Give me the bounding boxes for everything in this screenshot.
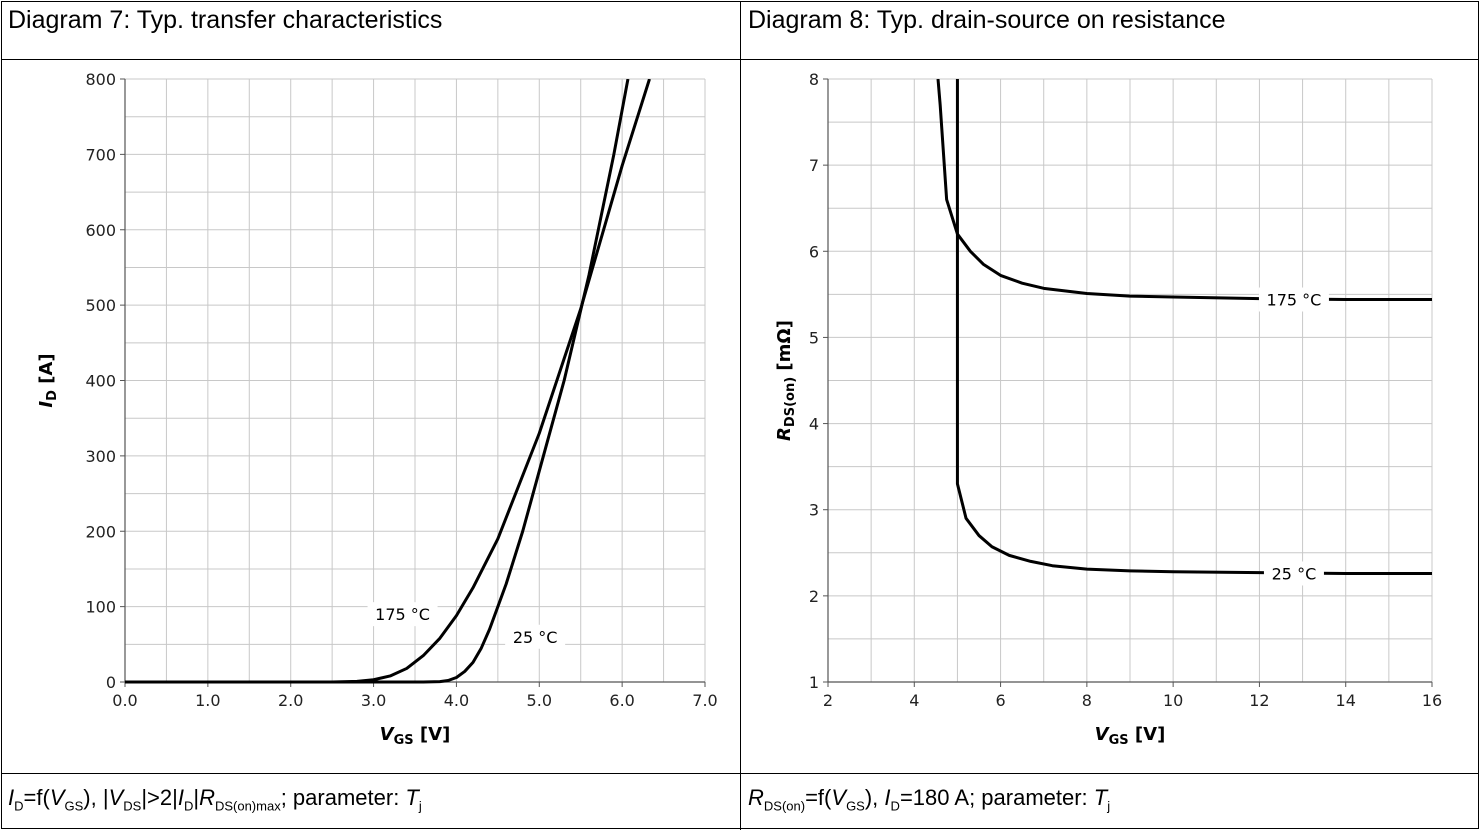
x-tick-label: 1.0 [195,691,220,710]
caption-row-divider [1,773,1479,774]
caption-part: R [199,785,215,810]
y-tick-label: 800 [85,70,116,89]
x-tick-label: 4.0 [444,691,469,710]
caption-part: j [1107,798,1111,814]
caption-part: T [1093,785,1108,810]
curve-label: 175 °C [375,605,430,624]
y-tick-label: 300 [85,447,116,466]
x-tick-label: 10 [1163,691,1183,710]
y-tick-label: 4 [809,415,819,434]
caption-part: GS [846,798,865,814]
y-tick-label: 5 [809,328,819,347]
diagram-7-caption: ID=f(VGS), |VDS|>2|ID|RDS(on)max; parame… [8,785,422,813]
caption-part: DS [123,798,142,814]
caption-part: I [177,785,184,810]
y-axis-label: RDS(on) [mΩ] [774,320,798,441]
caption-part: | [193,785,200,810]
curve-label: 25 °C [513,628,558,647]
curve-label-bg [1258,287,1329,312]
caption-part: DS(on)max [214,798,281,814]
y-tick-label: 6 [809,242,819,261]
panel-divider [740,1,741,830]
x-tick-label: 14 [1336,691,1356,710]
caption-part: ; parameter: [280,785,406,810]
x-tick-label: 2 [823,691,833,710]
y-tick-label: 600 [85,221,116,240]
caption-part: ), [864,785,885,810]
x-tick-label: 6 [995,691,1005,710]
x-tick-label: 6.0 [609,691,634,710]
grid [827,78,1433,683]
series-line-low-temp [955,79,1432,575]
x-axis-label: VGS [V] [1095,724,1166,748]
caption-part: V [108,785,124,810]
curve-label-bg [1263,561,1324,586]
grid [124,78,706,683]
y-axis-label: ID [A] [36,353,60,407]
caption-part: D [183,798,194,814]
caption-part: =f( [23,785,50,810]
y-tick-label: 2 [809,587,819,606]
caption-part: I [8,785,15,810]
caption-part: I [884,785,891,810]
x-tick-label: 7.0 [692,691,717,710]
y-tick-label: 400 [85,372,116,391]
caption-part: =180 A; parameter: [899,785,1094,810]
y-tick-label: 3 [809,501,819,520]
series-line-low-temp [125,79,630,684]
curve-label: 175 °C [1267,291,1322,310]
curve-label-bg [505,624,566,649]
x-tick-label: 8 [1082,691,1092,710]
diagram-8-caption: RDS(on)=f(VGS), ID=180 A; parameter: Tj [748,785,1110,813]
diagram-7-title: Diagram 7: Typ. transfer characteristics [8,6,443,34]
caption-part: j [418,798,422,814]
transfer-characteristics-chart: 0.0 1.0 2.0 3.0 4.0 5.0 6.0 7.0 0 100 200 300 400 500… [36,70,718,748]
caption-part: T [405,785,419,810]
title-row-divider [1,59,1479,60]
caption-part: V [831,785,847,810]
y-tick-label: 0 [106,673,116,692]
x-tick-label: 12 [1249,691,1269,710]
caption-part: |>2| [141,785,178,810]
x-tick-label: 2.0 [278,691,303,710]
x-tick-label: 4 [909,691,919,710]
curve-label-bg [367,602,438,627]
y-tick-label: 500 [85,296,116,315]
caption-part: R [748,785,764,810]
caption-part: ), | [83,785,109,810]
y-tick-label: 700 [85,145,116,164]
caption-part: DS(on) [763,798,806,814]
caption-part: D [890,798,900,814]
caption-part: V [49,785,65,810]
caption-part: GS [64,798,84,814]
diagram-8-title: Diagram 8: Typ. drain-source on resistan… [748,6,1226,34]
y-tick-label: 100 [85,598,116,617]
caption-part: D [14,798,24,814]
x-axis-label: VGS [V] [380,724,451,748]
x-tick-label: 0.0 [112,691,137,710]
x-tick-label: 5.0 [527,691,552,710]
y-tick-label: 7 [809,156,819,175]
x-tick-label: 16 [1422,691,1442,710]
caption-part: =f( [805,785,832,810]
y-tick-label: 200 [85,522,116,541]
y-tick-label: 1 [809,673,819,692]
y-tick-label: 8 [809,70,819,89]
curve-label: 25 °C [1272,564,1317,583]
x-tick-label: 3.0 [361,691,386,710]
series-line-high-temp [936,79,1432,302]
